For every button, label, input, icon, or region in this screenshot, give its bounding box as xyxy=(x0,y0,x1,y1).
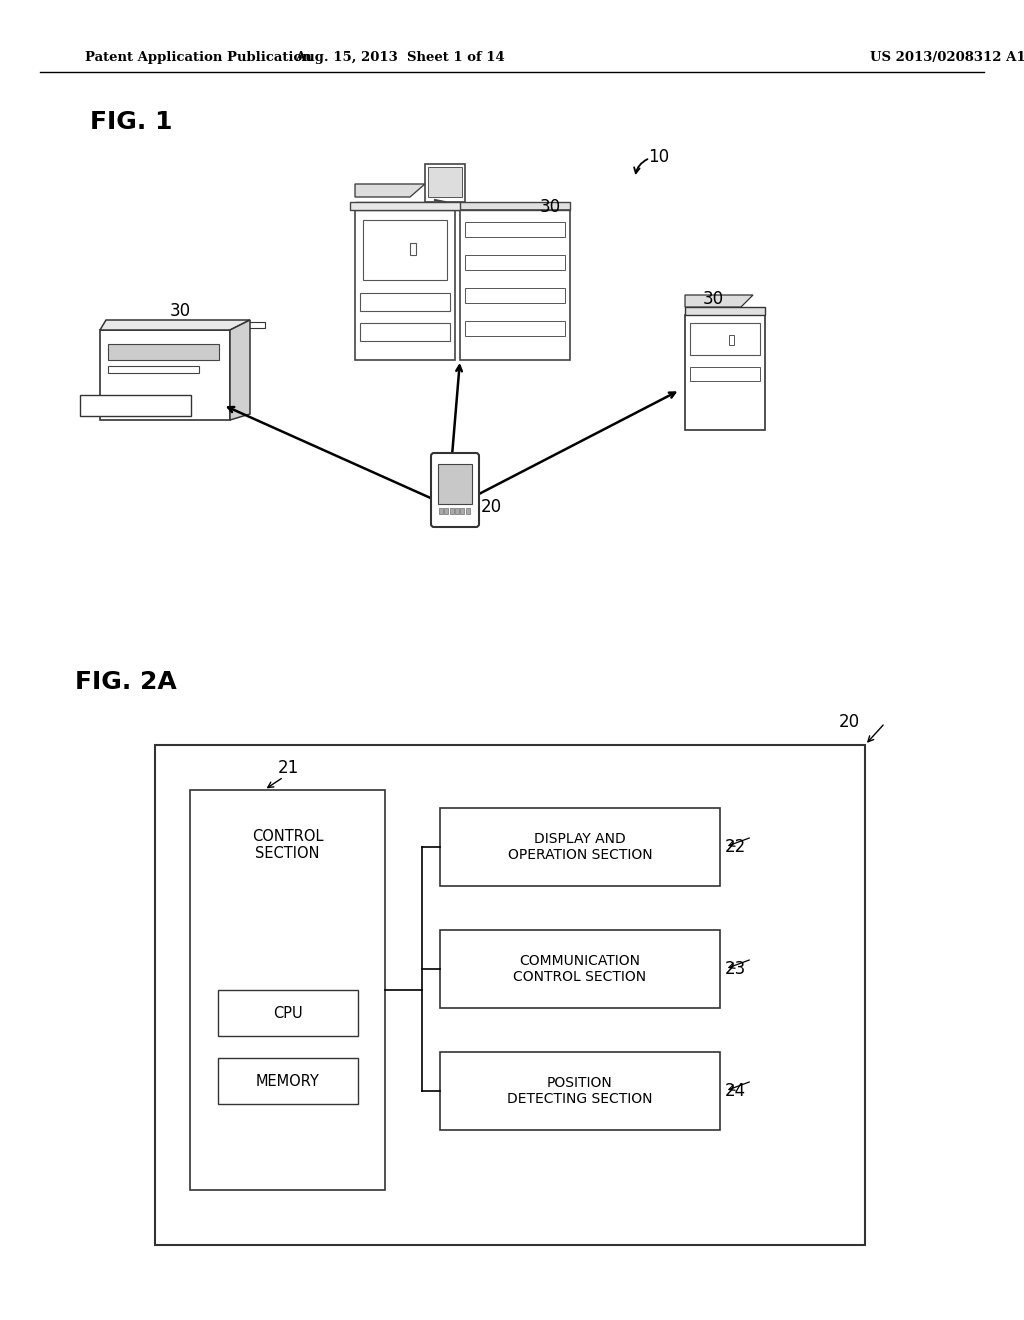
Bar xyxy=(439,508,442,513)
Bar xyxy=(350,202,460,210)
Bar xyxy=(440,808,720,886)
Bar xyxy=(444,508,449,513)
Bar xyxy=(428,168,462,197)
Text: DISPLAY AND
OPERATION SECTION: DISPLAY AND OPERATION SECTION xyxy=(508,832,652,862)
Bar xyxy=(425,164,465,202)
Text: 30: 30 xyxy=(703,290,724,308)
Bar xyxy=(190,789,385,1191)
Bar xyxy=(465,222,565,238)
Bar xyxy=(438,465,472,504)
Text: 30: 30 xyxy=(540,198,561,216)
Text: FIG. 1: FIG. 1 xyxy=(90,110,172,135)
Bar xyxy=(465,255,565,271)
Text: 21: 21 xyxy=(278,759,299,777)
Bar xyxy=(362,220,447,280)
Bar xyxy=(690,367,760,380)
Bar xyxy=(108,343,218,360)
Text: POSITION
DETECTING SECTION: POSITION DETECTING SECTION xyxy=(507,1076,652,1106)
Text: 24: 24 xyxy=(725,1082,746,1100)
Text: 20: 20 xyxy=(481,498,502,516)
Bar xyxy=(440,931,720,1008)
Bar xyxy=(440,1052,720,1130)
Bar xyxy=(690,323,760,355)
Bar xyxy=(360,293,450,310)
Bar xyxy=(455,508,459,513)
Text: Aug. 15, 2013  Sheet 1 of 14: Aug. 15, 2013 Sheet 1 of 14 xyxy=(295,51,505,65)
Bar xyxy=(729,334,734,345)
Text: 22: 22 xyxy=(725,838,746,855)
Text: Patent Application Publication: Patent Application Publication xyxy=(85,51,311,65)
Text: MEMORY: MEMORY xyxy=(256,1073,319,1089)
Bar xyxy=(685,308,765,315)
Polygon shape xyxy=(100,330,230,420)
Bar xyxy=(450,508,454,513)
Bar xyxy=(460,210,570,360)
Bar xyxy=(465,321,565,337)
Bar xyxy=(155,744,865,1245)
Text: CPU: CPU xyxy=(273,1006,303,1020)
Text: FIG. 2A: FIG. 2A xyxy=(75,671,177,694)
Text: 10: 10 xyxy=(648,148,669,166)
Polygon shape xyxy=(685,294,753,308)
FancyBboxPatch shape xyxy=(431,453,479,527)
Text: 20: 20 xyxy=(839,713,860,731)
Bar xyxy=(360,322,450,341)
Text: US 2013/0208312 A1: US 2013/0208312 A1 xyxy=(870,51,1024,65)
Bar xyxy=(355,202,570,210)
Bar xyxy=(685,315,765,430)
Polygon shape xyxy=(355,183,425,197)
Polygon shape xyxy=(100,319,250,330)
Polygon shape xyxy=(198,322,265,327)
Bar xyxy=(108,366,199,374)
Bar xyxy=(218,1059,358,1104)
Bar xyxy=(466,508,469,513)
Bar xyxy=(465,288,565,304)
Bar xyxy=(461,508,464,513)
Bar xyxy=(218,990,358,1036)
Polygon shape xyxy=(80,395,191,416)
Text: 23: 23 xyxy=(725,960,746,978)
Bar xyxy=(410,243,416,255)
Text: COMMUNICATION
CONTROL SECTION: COMMUNICATION CONTROL SECTION xyxy=(513,954,646,985)
Text: 30: 30 xyxy=(170,302,191,319)
Bar xyxy=(355,210,455,360)
Text: CONTROL
SECTION: CONTROL SECTION xyxy=(252,829,324,861)
Polygon shape xyxy=(230,319,250,420)
